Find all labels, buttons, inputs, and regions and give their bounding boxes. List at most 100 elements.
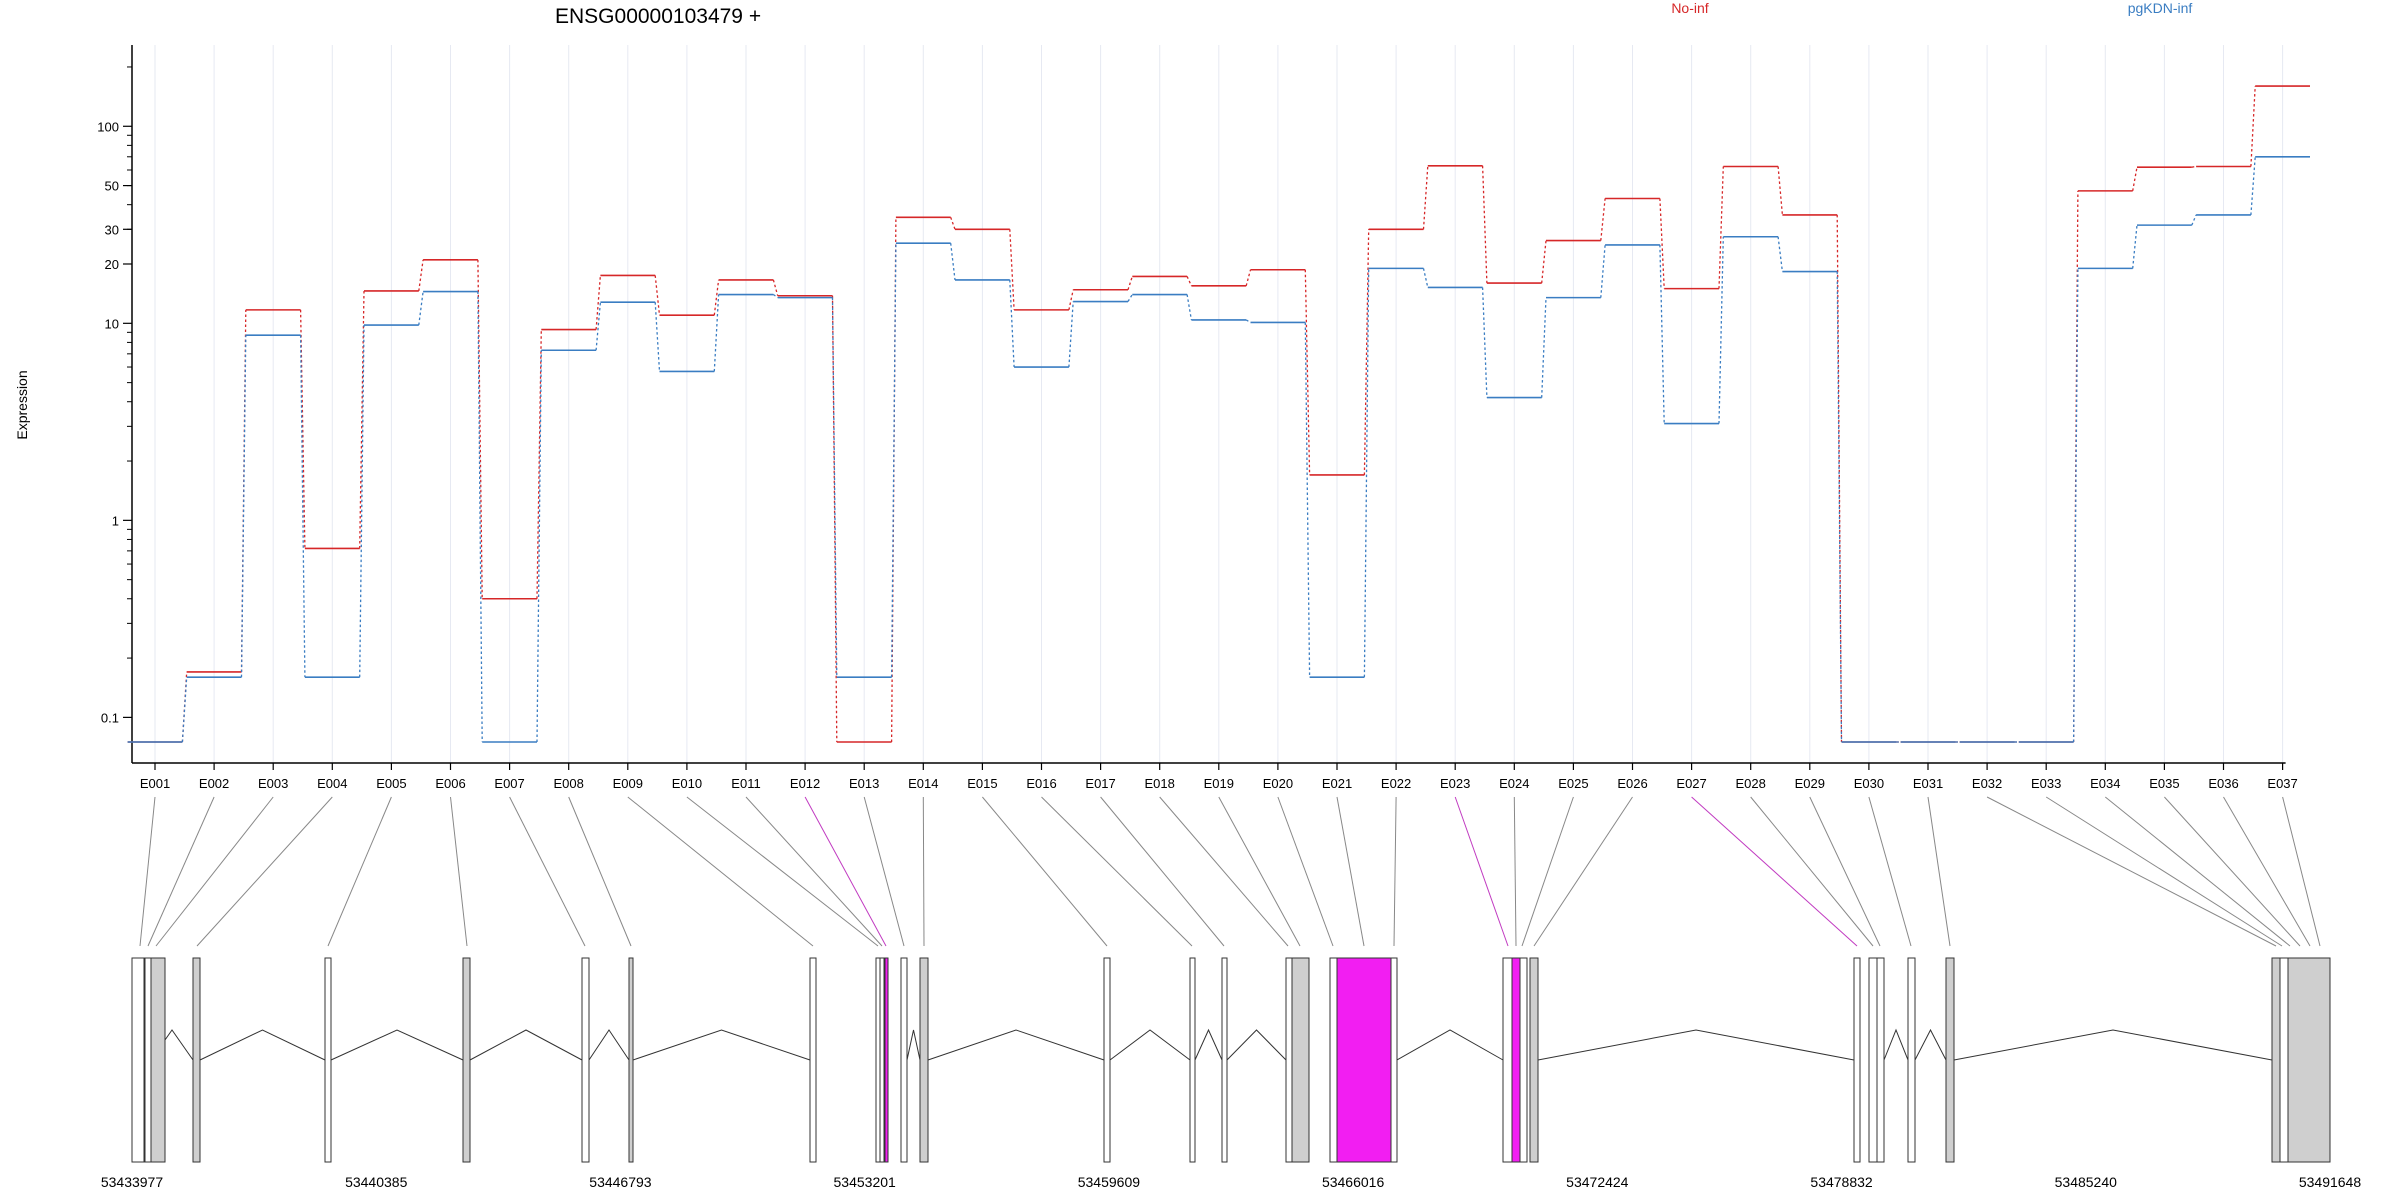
series-connector	[1481, 165, 1488, 284]
connector-E033	[2045, 796, 2283, 947]
connector-E030	[1868, 796, 1912, 947]
connector-E021	[1336, 796, 1365, 947]
exon-box	[628, 957, 634, 1163]
exon-box	[1291, 957, 1310, 1163]
series-lines	[127, 85, 2310, 743]
exon-box	[1511, 957, 1521, 1163]
series-connector	[418, 259, 424, 292]
x-tick-label-E015: E015	[967, 776, 997, 791]
series-connector	[595, 275, 602, 330]
y-tick-label: 10	[105, 316, 119, 331]
connector-E017	[1100, 796, 1225, 947]
series-connector	[654, 302, 661, 372]
chart-title: ENSG00000103479 +	[555, 5, 761, 28]
coordinate-label: 53478832	[1810, 1174, 1873, 1190]
series-connector	[1186, 276, 1192, 287]
connector-E029	[1809, 796, 1881, 947]
exon-box	[1529, 957, 1539, 1163]
intron-line	[1226, 1029, 1287, 1061]
series-connector	[950, 243, 956, 281]
x-tick-label-E009: E009	[613, 776, 643, 791]
connector-E034	[2104, 796, 2291, 947]
connector-E016	[1041, 796, 1193, 947]
legend: No-inf pgKDN-inf	[1671, 0, 2192, 16]
exon-box	[1853, 957, 1861, 1163]
intron-line	[469, 1029, 583, 1061]
x-tick-label-E021: E021	[1322, 776, 1352, 791]
connector-E011	[745, 796, 883, 947]
exon-box	[884, 957, 889, 1163]
series-connector	[2132, 167, 2138, 191]
exon-box	[131, 957, 145, 1163]
series-connector	[2191, 165, 2197, 168]
exon-box	[1285, 957, 1293, 1163]
series-connector	[1600, 244, 1606, 298]
x-tick-label-E030: E030	[1854, 776, 1884, 791]
intron-line	[906, 1029, 921, 1061]
coordinate-label: 53459609	[1078, 1174, 1141, 1190]
exon-box	[879, 957, 885, 1163]
x-tick-label-E024: E024	[1499, 776, 1529, 791]
series-connector	[1422, 165, 1429, 230]
connector-E004	[196, 796, 333, 947]
x-tick-label-E033: E033	[2031, 776, 2061, 791]
exon-box	[809, 957, 817, 1163]
series-connector	[2132, 225, 2138, 269]
exon-box	[919, 957, 929, 1163]
axes	[131, 45, 2286, 764]
series-connector	[772, 279, 779, 296]
connector-E015	[982, 796, 1108, 947]
series-connector	[1009, 229, 1015, 310]
exon-box	[581, 957, 590, 1163]
series-connector	[1009, 279, 1015, 368]
series-No-inf	[127, 85, 2310, 743]
series-connector	[1541, 297, 1547, 398]
y-tick-label: 20	[105, 257, 119, 272]
series-connector	[1068, 289, 1074, 311]
gene-model	[131, 957, 2331, 1163]
series-connector	[1541, 240, 1547, 284]
connector-E025	[1521, 796, 1574, 947]
connector-E014	[922, 796, 925, 947]
x-tick-label-E031: E031	[1913, 776, 1943, 791]
connector-E003	[155, 796, 274, 947]
x-tick-label-E007: E007	[494, 776, 524, 791]
series-connector	[713, 294, 720, 372]
series-connector	[2250, 86, 2256, 167]
connector-E010	[686, 796, 879, 947]
y-tick-label: 30	[105, 222, 119, 237]
x-tick-label-E025: E025	[1558, 776, 1588, 791]
exon-box	[1329, 957, 1338, 1163]
x-tick-label-E002: E002	[199, 776, 229, 791]
series-connector	[477, 259, 483, 599]
connector-E006	[450, 796, 468, 947]
connector-E008	[568, 796, 632, 947]
series-connector	[1481, 287, 1488, 398]
series-connector	[1718, 166, 1724, 289]
series-connector	[1304, 269, 1311, 475]
series-connector	[1600, 198, 1606, 241]
connector-E005	[327, 796, 392, 947]
exon-box	[1189, 957, 1196, 1163]
connector-E007	[509, 796, 586, 947]
series-connector	[1718, 236, 1724, 424]
x-tick-label-E006: E006	[435, 776, 465, 791]
exon-box	[2271, 957, 2281, 1163]
series-connector	[2191, 214, 2197, 226]
connector-E018	[1159, 796, 1289, 947]
coordinate-label: 53491648	[2299, 1174, 2362, 1190]
exon-box	[150, 957, 166, 1163]
connector-E002	[147, 796, 215, 947]
series-connector	[1777, 166, 1784, 215]
series-connector	[418, 291, 424, 326]
x-tick-label-E019: E019	[1204, 776, 1234, 791]
series-connector	[181, 677, 188, 743]
x-axis-ticks: E001 E002 E003 E004 E005 E006 E007 E008 E009 E010…	[140, 763, 2298, 791]
exon-box	[192, 957, 201, 1163]
exon-box	[1502, 957, 1513, 1163]
series-connector	[1363, 268, 1370, 678]
exon-box	[1907, 957, 1916, 1163]
y-tick-label: 50	[105, 179, 119, 194]
exon-box	[2287, 957, 2331, 1163]
series-pgKDN-inf	[127, 155, 2310, 743]
